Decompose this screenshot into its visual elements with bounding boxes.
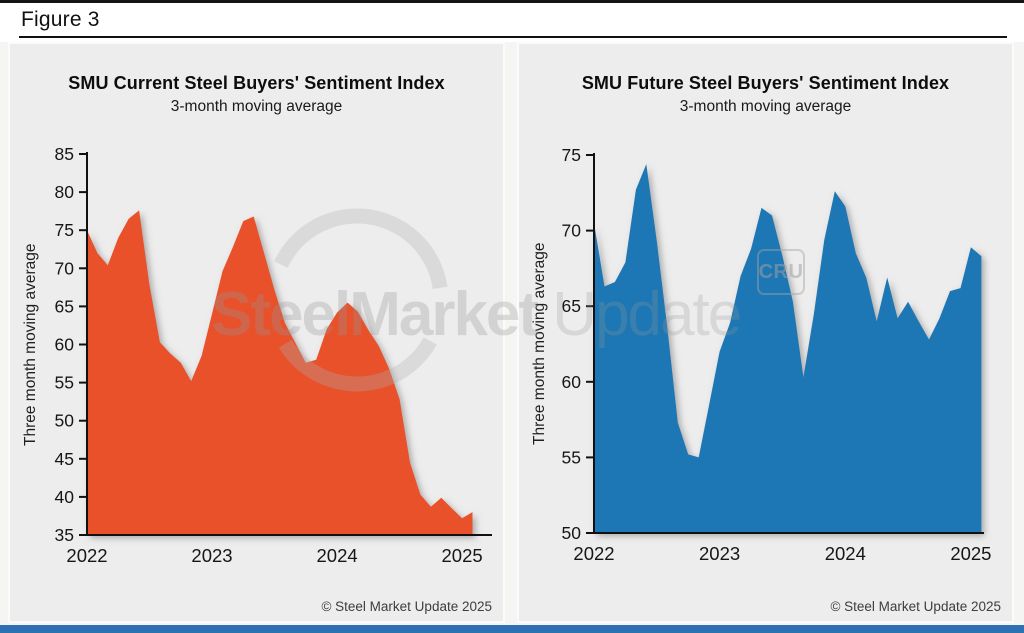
x-tick-label: 2023 (191, 545, 232, 566)
current-sentiment-area-chart: 35 40 45 50 55 60 65 70 75 80 85 2022 2023 2024 2025 (55, 144, 492, 566)
y-tick-label: 75 (55, 220, 74, 240)
future-sentiment-area-chart: 50 55 60 65 70 75 2022 2023 2024 2025 (562, 145, 992, 564)
copyright-note: © Steel Market Update 2025 (321, 599, 492, 614)
x-tick-label: 2024 (317, 545, 358, 566)
y-tick-label: 60 (55, 335, 75, 355)
sentiment-area-series (594, 164, 982, 533)
chart-subtitle: 3-month moving average (679, 98, 852, 115)
y-tick-label: 65 (562, 296, 581, 316)
y-tick-label: 65 (55, 296, 74, 316)
x-tick-label: 2022 (66, 545, 107, 566)
sentiment-area-series (87, 210, 473, 535)
current-sentiment-chart-panel: SMU Current Steel Buyers' Sentiment Inde… (8, 42, 505, 623)
x-tick-label: 2022 (573, 543, 614, 564)
copyright-note: © Steel Market Update 2025 (830, 599, 1001, 614)
bottom-accent-bar (0, 625, 1024, 633)
y-tick-label: 70 (55, 258, 75, 278)
header-underline (19, 36, 1007, 38)
future-sentiment-chart-panel: SMU Future Steel Buyers' Sentiment Index… (517, 42, 1014, 623)
x-tick-label: 2023 (699, 543, 740, 564)
y-tick-label: 60 (562, 372, 582, 392)
y-tick-label: 50 (562, 523, 582, 543)
y-tick-label: 85 (55, 144, 74, 164)
top-border-line (0, 0, 1024, 3)
y-tick-label: 70 (562, 221, 582, 241)
y-tick-label: 50 (55, 411, 75, 431)
y-tick-label: 75 (562, 145, 581, 165)
figure-header: Figure 3 (0, 3, 1024, 42)
y-tick-label: 45 (55, 449, 74, 469)
y-tick-label: 35 (55, 525, 74, 545)
x-tick-label: 2024 (825, 543, 866, 564)
y-tick-label: 55 (562, 447, 581, 467)
chart-title: SMU Current Steel Buyers' Sentiment Inde… (68, 73, 445, 93)
y-tick-label: 80 (55, 182, 75, 202)
x-tick-label: 2025 (442, 545, 483, 566)
chart-title: SMU Future Steel Buyers' Sentiment Index (581, 73, 950, 93)
y-tick-label: 40 (55, 487, 75, 507)
figure-label: Figure 3 (21, 8, 100, 31)
x-tick-label: 2025 (950, 543, 991, 564)
y-tick-label: 55 (55, 373, 74, 393)
chart-subtitle: 3-month moving average (170, 98, 343, 115)
